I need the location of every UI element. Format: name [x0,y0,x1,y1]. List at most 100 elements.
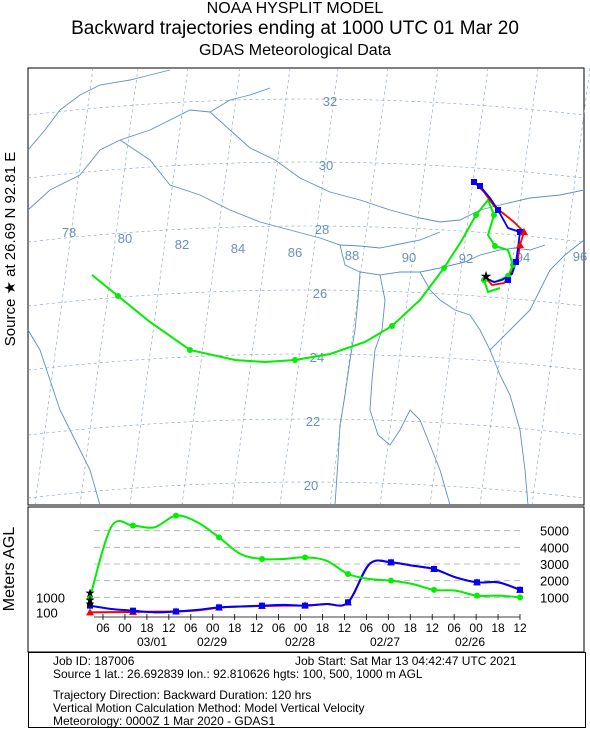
meridian-line [231,67,291,506]
parallel-line [27,225,585,243]
time-tick-label: 12 [338,621,352,635]
height-point [173,608,179,615]
longitude-label: 78 [62,225,76,240]
green-map-marker [481,277,487,283]
time-tick-label: 00 [382,621,396,635]
latitude-label: 20 [304,478,318,493]
source-star-icon: ★ [480,268,493,284]
height-point [388,577,394,584]
job-id: Job ID: 187006 [53,654,135,668]
longitude-label: 82 [175,237,189,252]
map-grid [27,67,590,506]
parallel-line [27,353,585,371]
green-map-marker [491,212,497,218]
left-height-label: 1000 [36,590,65,605]
meridian-line [279,67,339,506]
date-label: 02/28 [285,635,315,649]
source-star-icon: ★ [85,597,96,611]
time-tick-label: 18 [316,621,330,635]
meridian-line [479,67,539,506]
blue-map-marker [495,207,501,213]
time-tick-label: 18 [404,621,418,635]
time-tick-label: 00 [206,621,220,635]
source-star-icon: ★ [85,593,96,607]
red-trajectory-path [473,181,526,286]
time-tick-label: 06 [96,621,110,635]
border-line [464,244,546,263]
time-axis: 06 00 18 12 06 00 18 12 06 00 18 12 06 00 18 12 06 00 18 12… [94,614,527,649]
green-map-marker [292,357,298,363]
meridian-line [79,67,139,506]
y-tick-label: 3000 [540,557,569,572]
job-start: Job Start: Sat Mar 13 04:42:47 UTC 2021 [295,654,517,668]
height-point [302,554,308,561]
border-line [334,271,361,506]
title-line-3: GDAS Meteorological Data [198,42,392,59]
time-tick-label: 12 [162,621,176,635]
height-point [474,579,480,586]
time-tick-label: 12 [426,621,440,635]
date-label: 02/26 [455,635,485,649]
longitude-labels: 78 80 82 84 86 88 90 92 94 96 [62,225,587,266]
parallel-line [27,98,585,116]
border-line [27,329,101,506]
title-line-1: NOAA HYSPLIT MODEL [206,0,384,17]
y-tick-label: 1000 [540,590,569,605]
date-label: 03/01 [137,635,167,649]
longitude-label: 92 [459,251,473,266]
red-map-marker [520,228,528,235]
longitude-label: 80 [118,231,132,246]
time-tick-label: 00 [294,621,308,635]
border-line [419,271,529,506]
y-tick-label: 2000 [540,574,569,589]
trajectory-direction: Trajectory Direction: Backward Duration:… [53,688,312,702]
meridian-line [181,67,241,506]
blue-map-marker [471,179,477,185]
latitude-label: 24 [310,350,324,365]
time-tick-label: 12 [513,621,527,635]
latitude-label: 30 [319,158,333,173]
time-tick-label: 06 [447,621,461,635]
height-point [216,604,222,611]
time-tick-label: 06 [272,621,286,635]
height-point [87,602,93,609]
height-point [130,522,136,529]
y-tick-label: 4000 [540,540,569,555]
height-point [388,559,394,566]
blue-map-marker [517,229,523,235]
time-tick-label: 18 [491,621,505,635]
height-point [345,599,351,606]
country-borders [27,69,585,506]
parallel-line [27,481,585,499]
time-tick-label: 06 [360,621,374,635]
longitude-label: 90 [402,250,416,265]
height-point [431,566,437,572]
border-line [119,139,441,249]
parallel-line [27,161,585,179]
title-line-2: Backward trajectories ending at 1000 UTC… [71,18,519,39]
green-map-marker [115,293,121,299]
height-point [216,534,222,541]
time-tick-label: 06 [184,621,198,635]
meridian-line [379,67,439,506]
longitude-label: 84 [231,241,245,256]
map-frame [27,67,585,506]
green-map-marker [492,243,498,249]
height-point [431,586,437,593]
border-line [489,239,585,351]
date-label: 02/27 [370,635,400,649]
latitude-labels: 32 30 28 26 24 22 20 [304,94,337,493]
border-line [209,111,585,223]
left-height-label: 100 [36,605,58,620]
height-point [259,602,265,609]
latitude-label: 32 [323,94,337,109]
height-point [259,556,265,562]
blue-trajectory-path [473,181,521,283]
date-label: 02/29 [197,635,227,649]
latitude-label: 26 [313,286,327,301]
meridian-line [531,67,590,506]
meridian-line [129,67,189,506]
green-map-marker [187,347,193,353]
